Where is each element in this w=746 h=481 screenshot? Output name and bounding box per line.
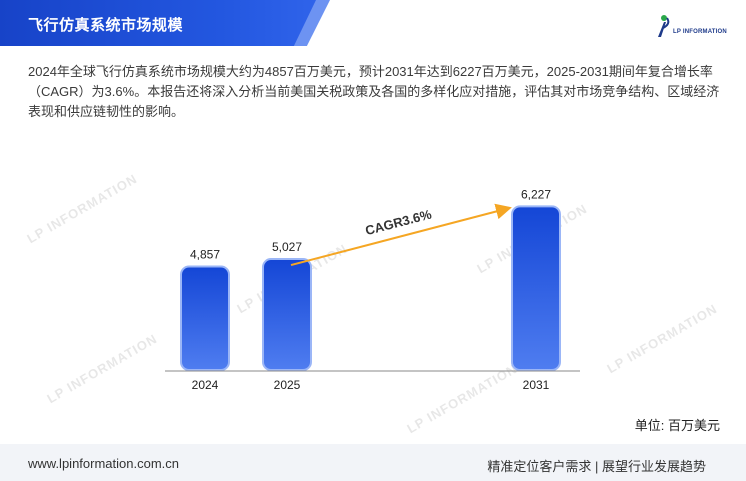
logo-text: LP INFORMATION — [673, 29, 727, 35]
data-label-2031: 6,227 — [521, 187, 551, 201]
header-band — [0, 0, 316, 46]
x-tick-2031: 2031 — [523, 378, 550, 392]
logo: LP INFORMATION — [655, 14, 727, 40]
unit-label: 单位: 百万美元 — [634, 418, 720, 433]
data-label-2025: 5,027 — [272, 240, 302, 254]
description: 2024年全球飞行仿真系统市场规模大约为4857百万美元，预计2031年达到62… — [28, 64, 720, 119]
x-tick-2024: 2024 — [192, 378, 219, 392]
cagr-arrow — [290, 203, 512, 267]
page-title: 飞行仿真系统市场规模 — [28, 17, 184, 34]
bar-2024 — [180, 265, 230, 371]
bar-chart: 4,857 2024 5,027 2025 6,227 2031 CAGR3.6% — [165, 187, 580, 392]
footer-url: www.lpinformation.com.cn — [28, 456, 179, 471]
footer-slogan: 精准定位客户需求 | 展望行业发展趋势 — [487, 459, 706, 474]
footer: www.lpinformation.com.cn 精准定位客户需求 | 展望行业… — [0, 444, 746, 481]
bar-2025 — [262, 258, 312, 371]
data-label-2024: 4,857 — [190, 248, 220, 262]
cagr-annotation: CAGR3.6% — [364, 206, 434, 238]
bar-2031 — [511, 205, 561, 371]
header: 飞行仿真系统市场规模 LP INFORMATION — [0, 0, 746, 52]
x-tick-2025: 2025 — [274, 378, 301, 392]
logo-icon — [658, 15, 670, 37]
